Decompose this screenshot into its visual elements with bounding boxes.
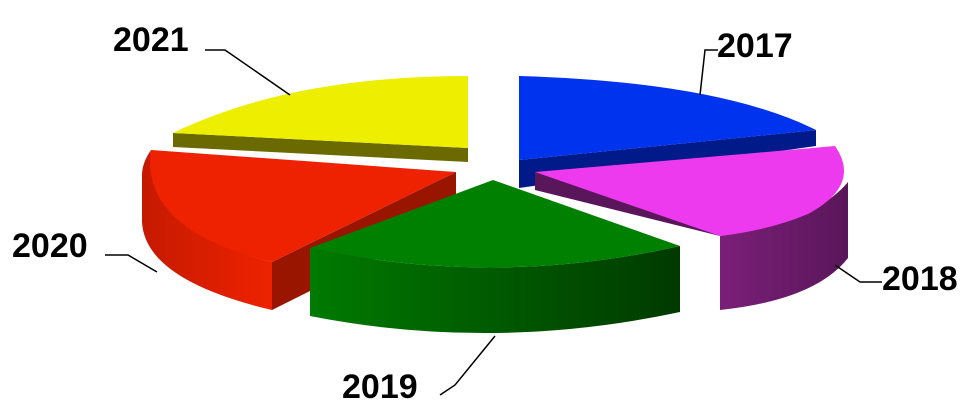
slice-label-2020: 2020 (12, 227, 88, 265)
slice-label-2021: 2021 (113, 21, 189, 59)
leader-line-2021 (205, 49, 291, 96)
pie-slice-2018 (535, 146, 848, 310)
leader-line-2019 (439, 335, 496, 396)
leader-line-2018 (834, 264, 882, 283)
leader-line-2020 (105, 254, 158, 273)
leader-line-2017 (699, 49, 718, 96)
pie-slice-2019 (310, 180, 680, 334)
slice-label-2017: 2017 (717, 27, 793, 65)
slice-label-2019: 2019 (342, 368, 418, 403)
slice-label-2018: 2018 (882, 260, 958, 298)
pie-slice-2021 (173, 76, 468, 162)
